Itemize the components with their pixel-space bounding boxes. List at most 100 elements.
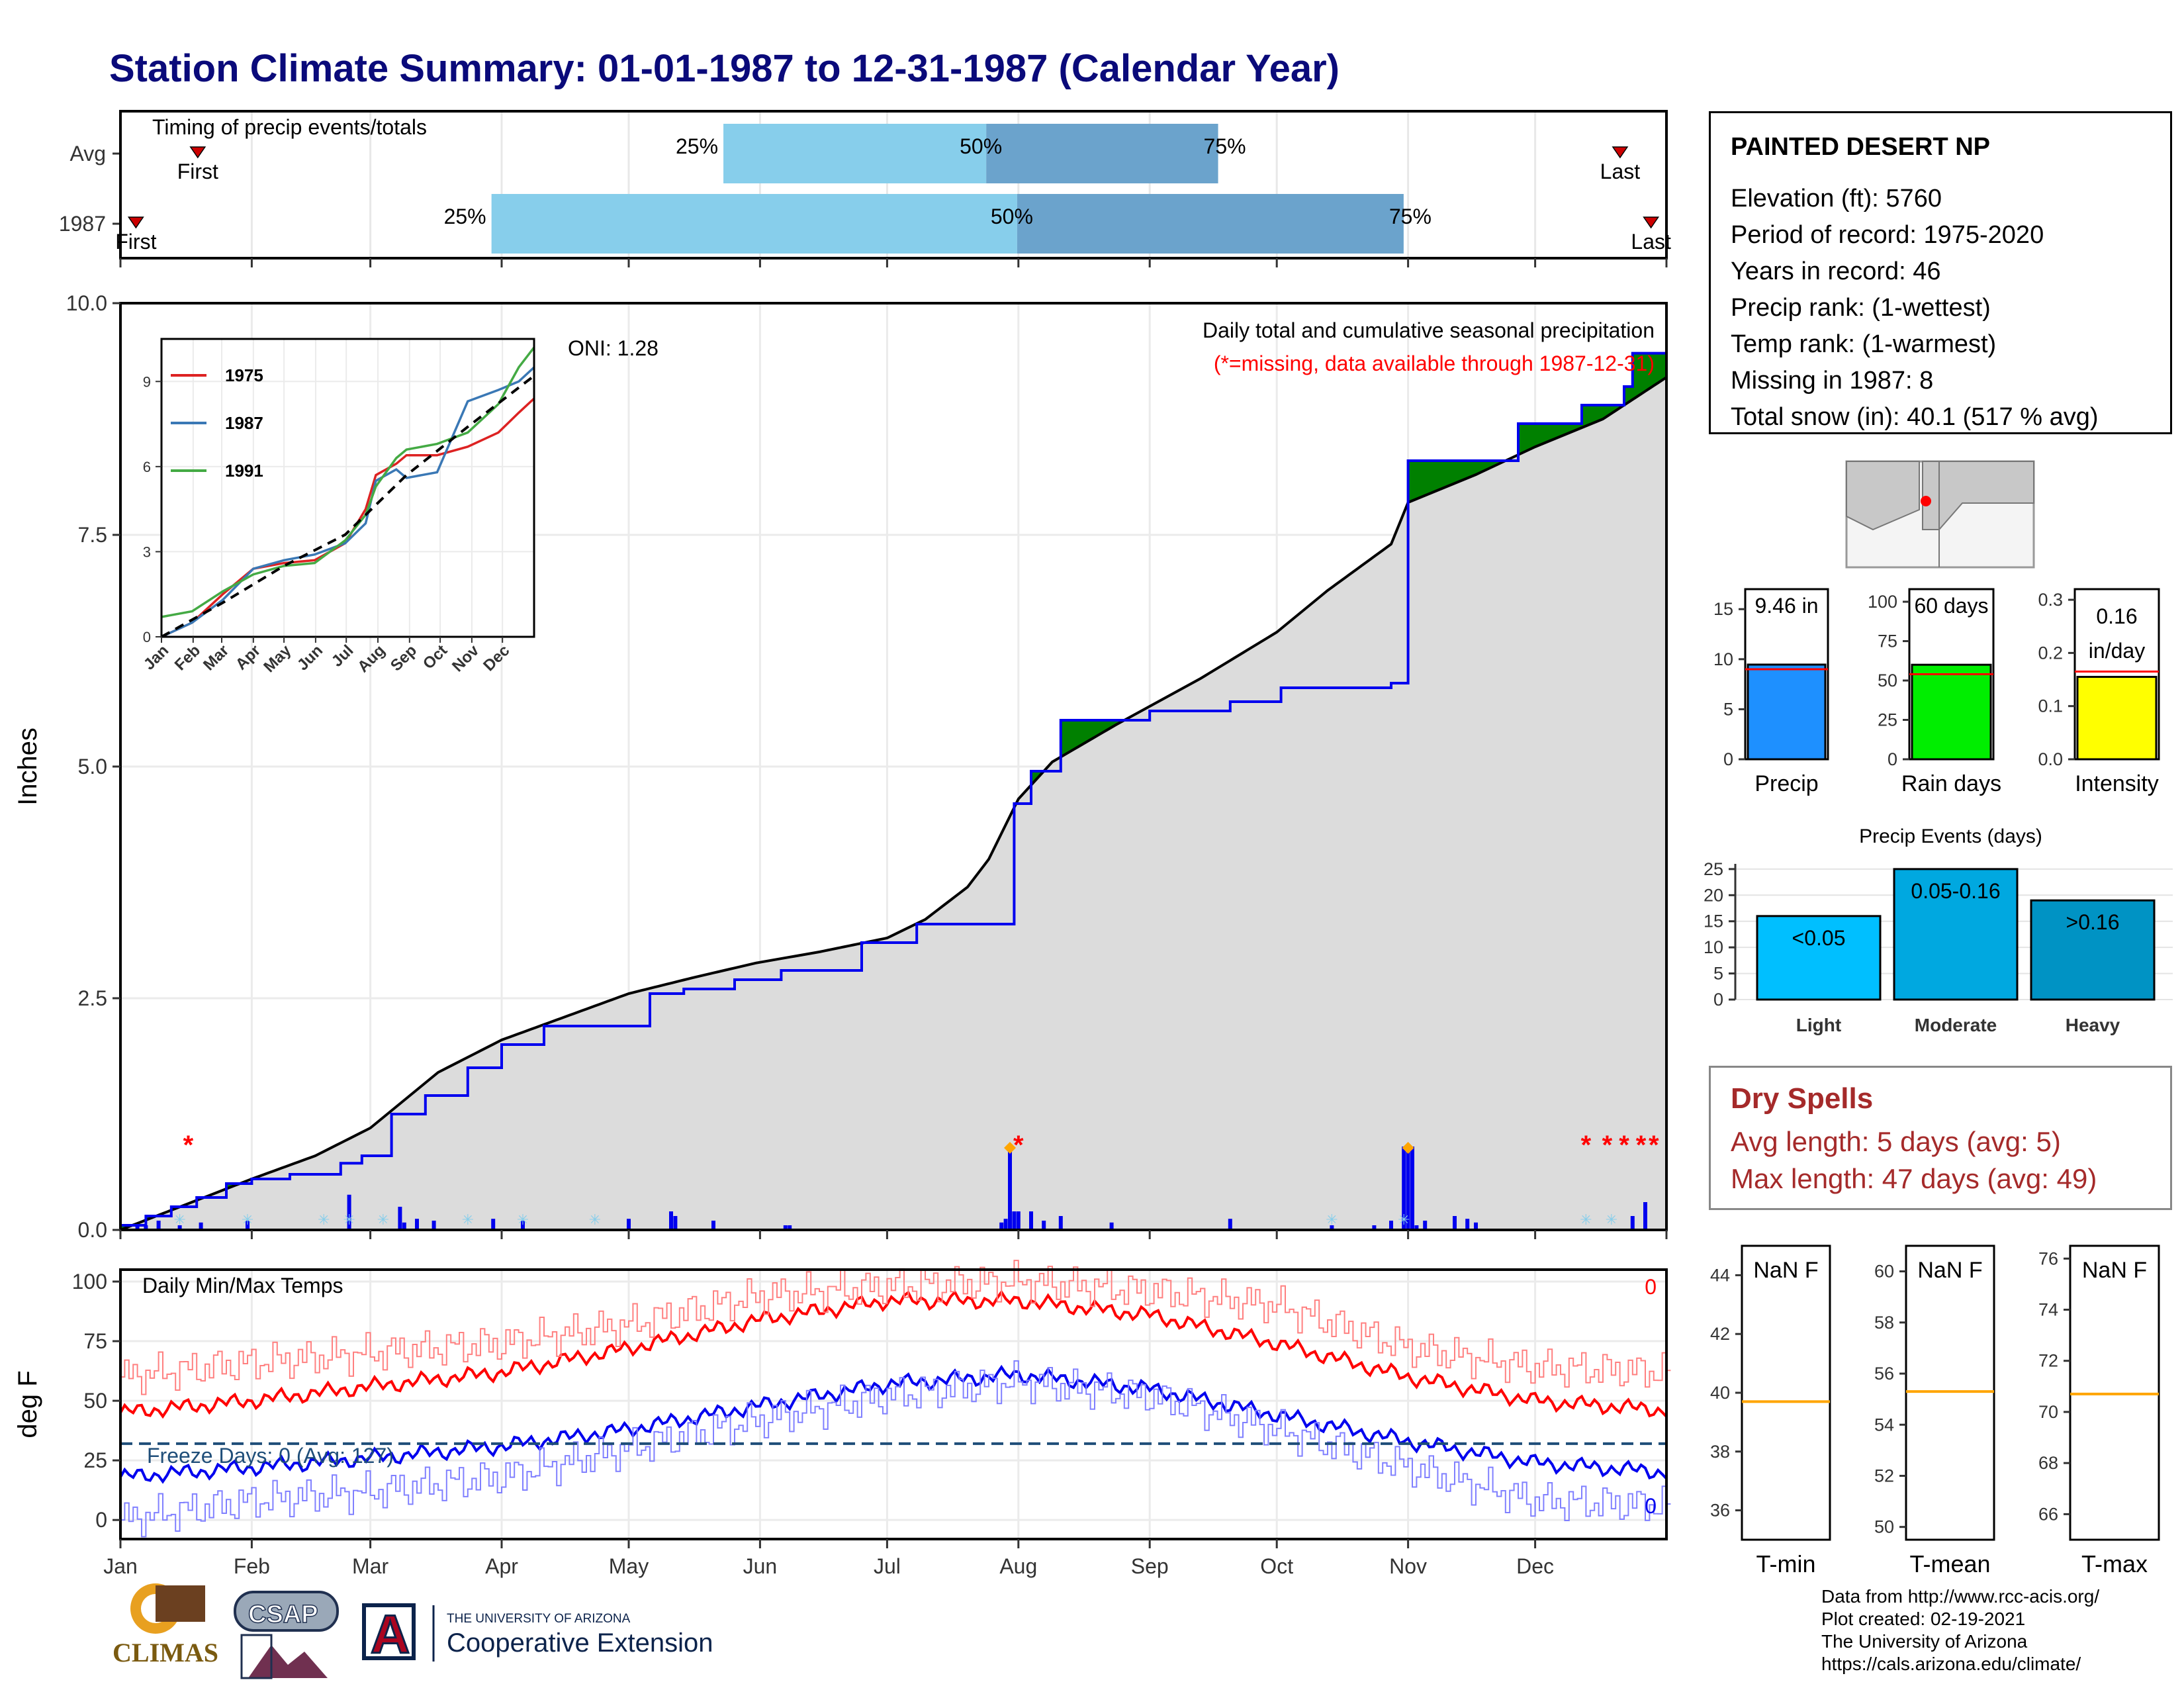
timing-row-label: 1987: [59, 212, 106, 236]
daily-precip-bar: [246, 1221, 250, 1230]
inset-legend-label: 1975: [225, 365, 263, 385]
bar-panel-value-line2: in/day: [2089, 639, 2145, 663]
temp-box-ytick-label: 70: [2038, 1402, 2058, 1422]
events-category-label: Heavy: [2066, 1015, 2120, 1035]
daily-precip-bar: [1003, 1219, 1008, 1230]
ua-logo-letter: A: [371, 1605, 410, 1665]
daily-precip-bar: [432, 1221, 436, 1230]
bar-panel-bar: [1911, 663, 1992, 761]
daily-precip-bar: [1474, 1222, 1478, 1230]
daily-precip-bar: [1406, 1147, 1410, 1230]
bar-panel-ytick-label: 0.0: [2038, 749, 2063, 769]
bar-panel-ytick-label: 0.1: [2038, 696, 2063, 716]
bar-panel-ytick-label: 10: [1713, 649, 1733, 669]
credit-url: https://cals.arizona.edu/climate/: [1821, 1654, 2081, 1674]
precip-departure-segment: [1454, 460, 1459, 484]
timing-bar-upper: [986, 124, 1218, 183]
inset-ytick-label: 6: [143, 459, 151, 475]
daily-precip-bar: [1630, 1216, 1635, 1230]
precip-departure-segment: [1522, 423, 1527, 453]
bar-panel-ytick-label: 100: [1868, 592, 1897, 612]
temp-box-ytick-label: 36: [1710, 1501, 1730, 1521]
inset-legend-label: 1991: [225, 461, 263, 481]
station-precip-rank: Precip rank: (1-wettest): [1731, 294, 1991, 322]
map-regions: [1846, 461, 2034, 531]
inset-ytick-label: 9: [143, 373, 151, 390]
precip-departure-segment: [1535, 423, 1540, 447]
events-bar-light: [1756, 915, 1882, 1001]
daily-precip-bar: [1402, 1147, 1406, 1230]
events-category-label: Moderate: [1915, 1015, 1997, 1035]
temp-ytick-label: 100: [72, 1270, 107, 1293]
daily-precip-bar: [1643, 1202, 1647, 1230]
snow-day-glyph: ✳: [377, 1211, 389, 1228]
ua-logo-small: THE UNIVERSITY OF ARIZONA: [447, 1612, 631, 1626]
bar-panel-value: 60 days: [1914, 594, 1988, 618]
extreme-event-marker: [1402, 1142, 1414, 1154]
daily-precip-bar: [1029, 1211, 1033, 1230]
temp-box-label: T-max: [2081, 1550, 2148, 1577]
events-ytick-label: 20: [1704, 885, 1723, 905]
temp-box-ytick-label: 52: [1874, 1466, 1894, 1485]
page-title: Station Climate Summary: 01-01-1987 to 1…: [109, 47, 1340, 90]
bar-panel-ytick-label: 0.3: [2038, 590, 2063, 610]
temp-box-ytick-label: 76: [2038, 1248, 2058, 1268]
timing-q25-label: 25%: [444, 205, 486, 228]
timing-panel-label: Timing of precip events/totals: [152, 115, 427, 139]
snow-day-glyph: ✳: [1580, 1211, 1592, 1228]
timing-first-marker: [189, 146, 206, 159]
month-label: Oct: [1260, 1554, 1293, 1578]
station-info-box: PAINTED DESERT NP Elevation (ft): 5760 P…: [1709, 111, 2172, 434]
station-location-dot: [1921, 496, 1931, 506]
inset-legend-label: 1987: [225, 413, 263, 433]
station-missing: Missing in 1987: 8: [1731, 367, 1934, 395]
daily-precip-bar: [999, 1222, 1004, 1230]
temp-box-ytick-label: 66: [2038, 1504, 2058, 1524]
events-category-label: Light: [1796, 1015, 1841, 1035]
snow-day-glyph: ✳: [242, 1211, 253, 1228]
temp-line-avg-min: [119, 1364, 1668, 1484]
inset-frame: [160, 338, 535, 638]
month-label: Dec: [1516, 1554, 1554, 1578]
daily-precip-bar: [347, 1194, 351, 1230]
temp-box-ytick-label: 68: [2038, 1453, 2058, 1473]
precip-departure-segment: [1433, 460, 1438, 492]
daily-precip-bar: [1228, 1219, 1232, 1230]
daily-precip-bar: [1042, 1221, 1046, 1230]
precip-ytick-label: 5.0: [78, 755, 107, 778]
events-ytick-label: 15: [1704, 912, 1723, 931]
temp-ytick-label: 25: [83, 1448, 107, 1472]
snow-day-glyph: ✳: [1326, 1211, 1338, 1228]
climas-logo: CLIMAS: [113, 1583, 218, 1667]
credit-created: Plot created: 02-19-2021: [1821, 1609, 2026, 1629]
temp-line-avg-max: [119, 1289, 1668, 1419]
temp-max-count: 0: [1645, 1275, 1657, 1299]
temp-box-frame: [1741, 1244, 1831, 1541]
bar-panel-ytick-label: 0: [1723, 749, 1733, 769]
precip-1987-line: [120, 352, 1666, 1227]
station-elevation: Elevation (ft): 5760: [1731, 185, 1942, 212]
inset-ytick-label: 3: [143, 543, 151, 560]
daily-precip-bar: [1414, 1225, 1419, 1230]
precip-departure-segment: [1416, 460, 1422, 500]
daily-precip-bar: [402, 1222, 406, 1230]
precip-avg-area: [120, 377, 1666, 1230]
climas-logo-text: CLIMAS: [113, 1638, 218, 1667]
timing-first-marker: [127, 216, 144, 229]
precip-departure-segment: [1424, 460, 1430, 496]
precip-departure-segment: [1543, 423, 1549, 444]
credits: Data from http://www.rcc-acis.org/ Plot …: [1821, 1585, 2099, 1675]
month-label: Jun: [743, 1554, 778, 1578]
daily-precip-bar: [627, 1219, 631, 1230]
credit-university: The University of Arizona: [1821, 1631, 2028, 1652]
temp-box-ytick-label: 74: [2038, 1300, 2058, 1320]
missing-day-marker: *: [1013, 1131, 1024, 1160]
station-snow: Total snow (in): 40.1 (517 % avg): [1731, 403, 2099, 431]
precip-departure-segment: [1459, 460, 1464, 483]
dry-spells-header: Dry Spells: [1731, 1082, 1874, 1115]
timing-first-label: First: [177, 160, 218, 183]
bar-panel-ytick-label: 0: [1888, 749, 1897, 769]
bar-panel-ytick-label: 15: [1713, 599, 1733, 619]
ua-logo-big: Cooperative Extension: [447, 1628, 713, 1658]
